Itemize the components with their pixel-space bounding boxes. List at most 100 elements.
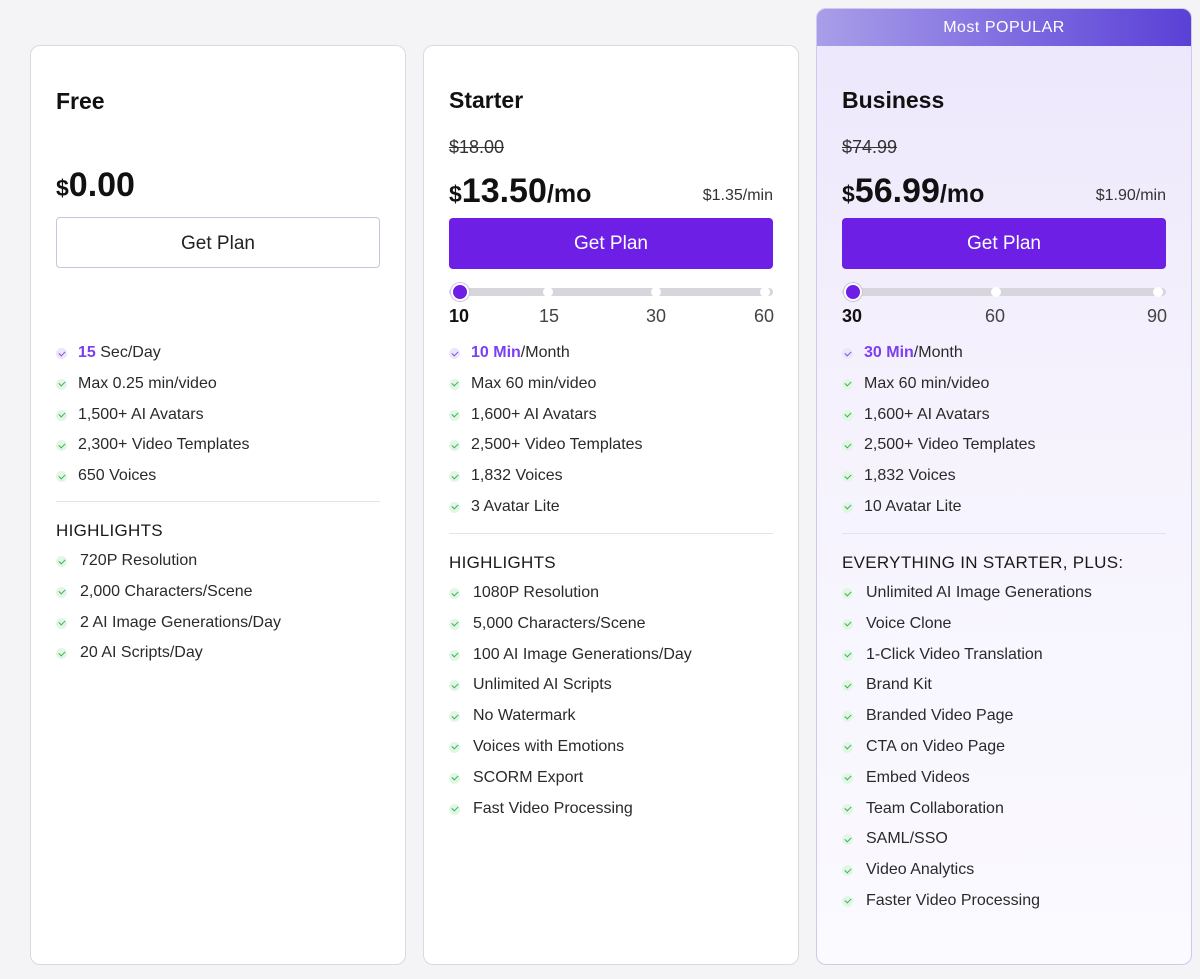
slider-label-selected[interactable]: 10 <box>449 306 470 326</box>
check-icon <box>842 711 853 723</box>
list-item: 20 AI Scripts/Day <box>56 638 380 669</box>
check-icon <box>56 348 67 359</box>
plan-card-business: Most POPULAR Business $74.99 $56.99/mo $… <box>816 8 1192 965</box>
feature-text: Max 0.25 min/video <box>78 374 217 392</box>
feature-text: 1,832 Voices <box>864 467 956 485</box>
currency-symbol: $ <box>56 175 69 201</box>
feature-list: 30 Min/Month Max 60 min/video 1,600+ AI … <box>842 338 1166 523</box>
slider-label[interactable]: 60 <box>754 306 775 326</box>
list-item: 10 Avatar Lite <box>842 492 1166 523</box>
list-item: Team Collaboration <box>842 794 1166 825</box>
feature-highlight: 15 <box>78 344 96 361</box>
slider-thumb[interactable] <box>844 283 862 301</box>
feature-list: 10 Min/Month Max 60 min/video 1,600+ AI … <box>449 338 773 523</box>
list-item: 1,832 Voices <box>842 461 1166 492</box>
original-price: $74.99 <box>842 137 898 157</box>
list-item: Max 60 min/video <box>449 369 773 400</box>
price-amount: 0.00 <box>68 166 135 204</box>
feature-text: Sec/Day <box>95 344 161 361</box>
list-item: 2,300+ Video Templates <box>56 430 380 461</box>
slider-label[interactable]: 90 <box>1147 306 1168 326</box>
slider-step-dot[interactable] <box>760 287 770 297</box>
feature-text: 2,500+ Video Templates <box>471 436 643 454</box>
highlight-text: 5,000 Characters/Scene <box>473 614 646 632</box>
plan-name: Business <box>842 87 945 113</box>
check-icon <box>842 649 853 661</box>
check-icon <box>842 588 853 599</box>
slider-label[interactable]: 30 <box>646 306 667 326</box>
check-icon <box>56 471 67 483</box>
list-item: Max 60 min/video <box>842 369 1166 400</box>
divider <box>56 501 380 502</box>
divider <box>449 533 773 534</box>
list-item: 3 Avatar Lite <box>449 492 773 523</box>
slider-label[interactable]: 60 <box>985 306 1006 326</box>
check-icon <box>56 440 67 452</box>
get-plan-button[interactable]: Get Plan <box>56 217 380 268</box>
check-icon <box>842 501 853 513</box>
list-item: Video Analytics <box>842 855 1166 886</box>
feature-highlight: 30 Min <box>864 344 914 361</box>
plan-name: Starter <box>449 87 524 113</box>
slider-track[interactable] <box>449 288 773 296</box>
slider-step-dot[interactable] <box>1153 287 1163 297</box>
highlight-text: 20 AI Scripts/Day <box>80 644 203 662</box>
list-item: Fast Video Processing <box>449 794 773 825</box>
highlight-text: CTA on Video Page <box>866 737 1006 755</box>
highlights-title: HIGHLIGHTS <box>56 521 163 540</box>
feature-text: /Month <box>913 344 963 361</box>
list-item: 2,000 Characters/Scene <box>56 577 380 608</box>
slider-label-selected[interactable]: 30 <box>842 306 863 326</box>
get-plan-button[interactable]: Get Plan <box>449 218 773 269</box>
check-icon <box>842 471 853 483</box>
check-icon <box>449 711 460 723</box>
slider-step-dot[interactable] <box>651 287 661 297</box>
currency-symbol: $ <box>449 181 462 207</box>
price-period: /mo <box>546 180 592 208</box>
check-icon <box>56 556 67 567</box>
check-icon <box>449 772 460 784</box>
check-icon <box>449 471 460 483</box>
slider-step-dot[interactable] <box>991 287 1001 297</box>
check-icon <box>449 680 460 692</box>
price-row: $0.00 <box>56 161 380 205</box>
list-item: 1080P Resolution <box>449 578 773 609</box>
check-icon <box>449 501 460 513</box>
check-icon <box>56 409 67 421</box>
slider-step-dot[interactable] <box>543 287 553 297</box>
list-item: 30 Min/Month <box>842 338 1166 369</box>
highlight-text: SCORM Export <box>473 768 584 786</box>
list-item: 10 Min/Month <box>449 338 773 369</box>
slider-label[interactable]: 15 <box>539 306 560 326</box>
currency-symbol: $ <box>842 181 855 207</box>
list-item: 100 AI Image Generations/Day <box>449 640 773 671</box>
feature-text: Max 60 min/video <box>471 374 597 392</box>
feature-text: 2,500+ Video Templates <box>864 436 1036 454</box>
original-price: $18.00 <box>449 137 505 157</box>
highlight-text: 100 AI Image Generations/Day <box>473 645 692 663</box>
highlight-text: Brand Kit <box>866 676 932 694</box>
minutes-slider[interactable] <box>449 283 773 301</box>
list-item: 2,500+ Video Templates <box>842 430 1166 461</box>
list-item: 1,600+ AI Avatars <box>449 400 773 431</box>
feature-text: 1,500+ AI Avatars <box>78 405 204 423</box>
highlight-text: 720P Resolution <box>80 552 198 569</box>
slider-track[interactable] <box>842 288 1166 296</box>
slider-labels: 30 60 90 <box>842 306 1168 328</box>
check-icon <box>449 409 460 421</box>
minutes-slider[interactable] <box>842 283 1166 301</box>
price: $13.50/mo <box>449 172 591 211</box>
check-icon <box>842 680 853 692</box>
check-icon <box>449 741 460 753</box>
slider-labels: 10 15 30 60 <box>449 306 775 328</box>
highlight-text: 1080P Resolution <box>473 584 600 601</box>
highlight-text: Branded Video Page <box>866 707 1014 725</box>
list-item: Branded Video Page <box>842 701 1166 732</box>
slider-thumb[interactable] <box>451 283 469 301</box>
list-item: 15 Sec/Day <box>56 338 380 369</box>
price-row: $56.99/mo $1.90/min <box>842 167 1166 211</box>
get-plan-button[interactable]: Get Plan <box>842 218 1166 269</box>
list-item: 1-Click Video Translation <box>842 640 1166 671</box>
price-amount: 13.50 <box>461 172 547 210</box>
price-per-minute: $1.35/min <box>702 187 773 204</box>
